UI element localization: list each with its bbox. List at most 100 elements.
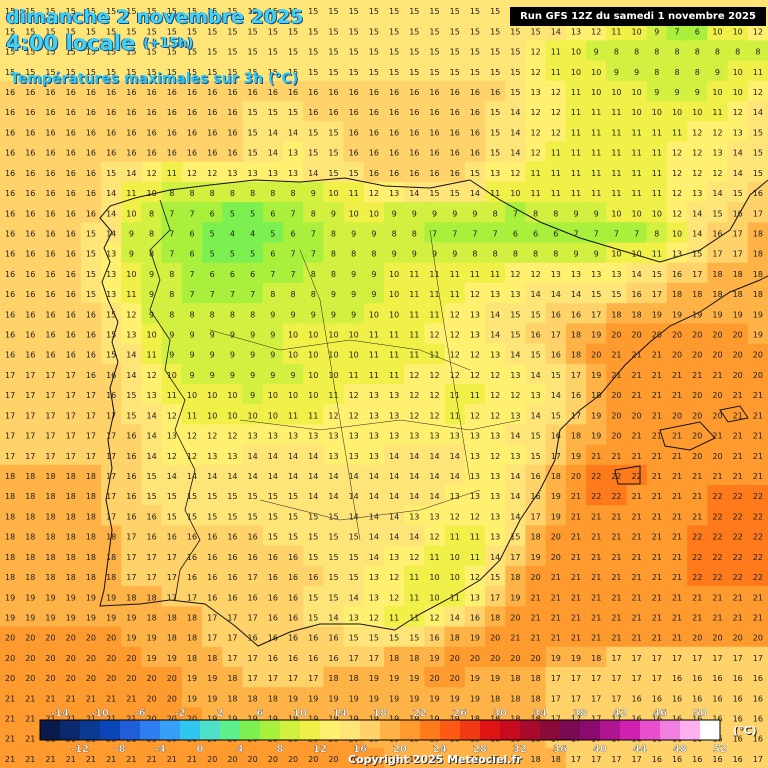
- grid-value: 11: [429, 310, 439, 319]
- temperature-cell: [424, 40, 446, 62]
- grid-value: 9: [472, 209, 477, 218]
- grid-value: 21: [591, 553, 601, 562]
- temperature-cell: [707, 323, 729, 345]
- temperature-cell: [707, 424, 729, 446]
- temperature-cell: [646, 384, 668, 405]
- grid-value: 10: [167, 371, 177, 380]
- temperature-cell: [303, 40, 324, 62]
- grid-value: 12: [450, 351, 460, 360]
- grid-value: 15: [369, 634, 379, 643]
- temperature-cell: [565, 181, 587, 203]
- grid-value: 15: [328, 533, 338, 542]
- grid-value: 16: [86, 189, 96, 198]
- temperature-cell: [727, 343, 749, 365]
- temperature-cell: [606, 424, 628, 446]
- grid-value: 18: [227, 674, 237, 683]
- temperature-cell: [485, 80, 506, 102]
- grid-value: 22: [753, 553, 763, 562]
- grid-value: 7: [230, 290, 235, 299]
- temperature-cell: [161, 282, 183, 304]
- grid-value: 10: [389, 310, 399, 319]
- grid-value: 21: [632, 573, 642, 582]
- grid-value: 21: [25, 735, 35, 744]
- temperature-cell: [666, 282, 688, 304]
- grid-value: 15: [268, 533, 278, 542]
- forecast-date: dimanche 2 novembre 2025: [6, 6, 304, 28]
- temperature-cell: [40, 384, 62, 405]
- grid-value: 13: [268, 169, 278, 178]
- grid-value: 8: [230, 189, 235, 198]
- temperature-cell: [606, 161, 628, 183]
- grid-value: 14: [429, 452, 439, 461]
- temperature-cell: [687, 384, 708, 405]
- temperature-cell: [181, 101, 203, 122]
- grid-value: 17: [207, 613, 217, 622]
- temperature-cell: [303, 161, 324, 183]
- temperature-cell: [505, 323, 527, 345]
- grid-value: 18: [5, 512, 15, 521]
- grid-value: 16: [328, 88, 338, 97]
- grid-value: 8: [230, 310, 235, 319]
- temperature-cell: [424, 242, 446, 264]
- temperature-cell: [282, 222, 304, 244]
- grid-value: 19: [551, 654, 561, 663]
- temperature-cell: [202, 343, 223, 365]
- grid-value: 14: [308, 492, 318, 501]
- legend-label-top: -10: [91, 708, 109, 719]
- grid-value: 9: [594, 250, 599, 259]
- grid-value: 19: [167, 654, 177, 663]
- grid-value: 10: [692, 108, 702, 117]
- grid-value: 6: [230, 270, 235, 279]
- grid-value: 20: [530, 654, 540, 663]
- temperature-cell: [141, 404, 163, 426]
- grid-value: 14: [328, 472, 338, 481]
- grid-value: 14: [530, 290, 540, 299]
- grid-value: 16: [25, 351, 35, 360]
- grid-value: 13: [490, 169, 500, 178]
- grid-value: 15: [288, 48, 298, 57]
- grid-value: 9: [715, 68, 720, 77]
- grid-value: 14: [288, 472, 298, 481]
- grid-value: 17: [5, 391, 15, 400]
- temperature-cell: [323, 0, 345, 21]
- grid-value: 10: [712, 27, 722, 36]
- grid-value: 17: [45, 411, 55, 420]
- grid-value: 16: [45, 229, 55, 238]
- grid-value: 15: [328, 573, 338, 582]
- grid-value: 19: [126, 634, 136, 643]
- grid-value: 21: [25, 694, 35, 703]
- temperature-cell: [202, 101, 223, 122]
- legend-swatch: [500, 720, 521, 740]
- grid-value: 17: [611, 654, 621, 663]
- temperature-cell: [80, 343, 102, 365]
- grid-value: 17: [611, 755, 621, 764]
- temperature-cell: [687, 40, 708, 62]
- grid-value: 13: [288, 149, 298, 158]
- grid-value: 12: [429, 411, 439, 420]
- grid-value: 16: [126, 472, 136, 481]
- temperature-cell: [121, 121, 143, 143]
- grid-value: 19: [369, 694, 379, 703]
- grid-value: 16: [126, 492, 136, 501]
- grid-value: 18: [409, 654, 419, 663]
- grid-value: 10: [611, 209, 621, 218]
- temperature-cell: [505, 181, 527, 203]
- grid-value: 16: [733, 755, 743, 764]
- temperature-cell: [0, 343, 21, 365]
- temperature-cell: [303, 60, 324, 82]
- grid-value: 14: [450, 472, 460, 481]
- grid-value: 14: [712, 189, 722, 198]
- grid-value: 16: [288, 553, 298, 562]
- grid-value: 13: [672, 250, 682, 259]
- legend-label-bottom: 12: [313, 744, 327, 755]
- grid-value: 21: [632, 593, 642, 602]
- temperature-cell: [707, 181, 729, 203]
- legend-swatch: [560, 720, 581, 740]
- grid-value: 13: [490, 533, 500, 542]
- temperature-cell: [626, 363, 648, 385]
- temperature-cell: [384, 202, 405, 223]
- grid-value: 12: [126, 310, 136, 319]
- temperature-cell: [464, 60, 486, 82]
- grid-value: 9: [351, 229, 356, 238]
- temperature-cell: [222, 363, 244, 385]
